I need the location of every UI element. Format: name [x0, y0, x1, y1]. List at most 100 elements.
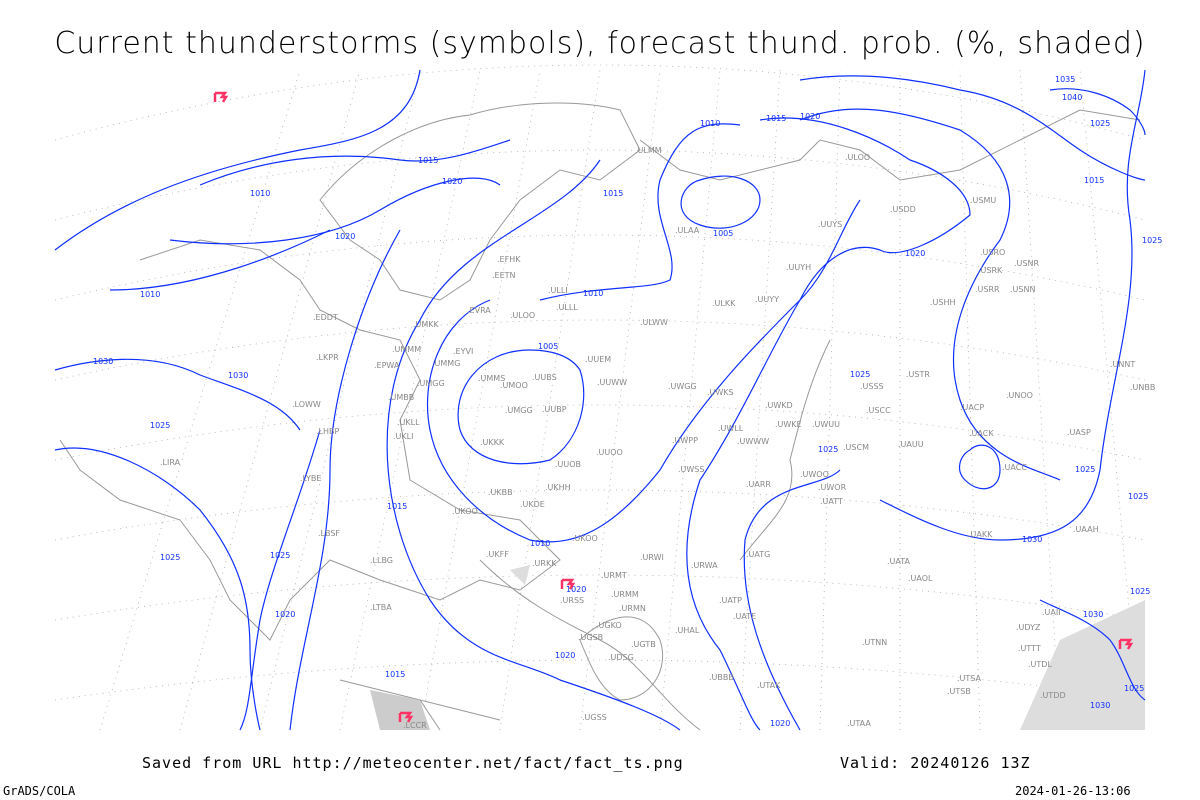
station-label: .URMM	[611, 590, 639, 599]
station-label: .USNR	[1014, 259, 1039, 268]
isobar-label: 1010	[700, 119, 720, 128]
station-label: .UAAH	[1073, 525, 1099, 534]
station-label: .UDSG	[608, 653, 634, 662]
isobar-label: 1010	[530, 539, 550, 548]
station-label: .LCCR	[403, 721, 427, 730]
station-label: .EFHK	[497, 255, 521, 264]
station-label: .UMKK	[413, 320, 440, 329]
station-label: .UUOB	[555, 460, 581, 469]
station-label: .LLBG	[370, 556, 393, 565]
station-label: .URSS	[560, 596, 584, 605]
isobar-label: 1010	[583, 289, 603, 298]
isobar-label: 1025	[160, 553, 180, 562]
isobar-label: 1030	[1083, 610, 1103, 619]
station-label: .UKBB	[488, 488, 513, 497]
isobar-label: 1030	[1022, 535, 1042, 544]
station-label: .URWI	[640, 553, 664, 562]
station-label: .USTR	[906, 370, 930, 379]
station-label: .UKHH	[545, 483, 571, 492]
station-label: .UGSB	[578, 633, 603, 642]
station-label: .UAKK	[968, 530, 993, 539]
station-label: .UKOO	[572, 534, 598, 543]
isobar-label: 1020	[566, 585, 586, 594]
isobar-label: 1015	[418, 156, 438, 165]
station-label: .USSS	[860, 382, 884, 391]
station-label: .LTBA	[370, 603, 392, 612]
station-label: .UNNT	[1110, 360, 1135, 369]
station-label: .UKDE	[520, 500, 545, 509]
station-label: .UATP	[719, 596, 742, 605]
station-label: .UKLI	[393, 432, 413, 441]
isobar-label: 1015	[385, 670, 405, 679]
thunderstorm-symbol-icon	[1118, 638, 1134, 650]
station-label: .UWLL	[718, 424, 744, 433]
isobar-label: 1020	[335, 232, 355, 241]
thunderstorm-symbol-icon	[560, 578, 576, 590]
thunderstorm-symbol-icon	[213, 91, 229, 103]
software-credit: GrADS/COLA	[3, 784, 76, 798]
station-label: .UAUU	[898, 440, 924, 449]
station-label: .UTDL	[1028, 660, 1052, 669]
isobar-label: 1025	[150, 421, 170, 430]
isobar-label: 1010	[250, 189, 270, 198]
station-label: .EVRA	[467, 306, 491, 315]
isobar-label: 1025	[1142, 236, 1162, 245]
station-label: .UAII	[1042, 608, 1061, 617]
isobar-label: 1005	[713, 229, 733, 238]
station-label: .UGKO	[596, 621, 622, 630]
station-label: .UATT	[820, 497, 843, 506]
station-label: .UAOL	[908, 574, 933, 583]
station-label: .UTTT	[1018, 644, 1041, 653]
station-label: .UARR	[746, 480, 771, 489]
station-label: .ULKK	[712, 299, 736, 308]
isobar-label: 1030	[1090, 701, 1110, 710]
map-frame	[55, 70, 1145, 730]
station-label: .URKK	[532, 559, 557, 568]
thunderstorm-symbol-icon	[398, 711, 414, 723]
station-label: .USRO	[980, 248, 1005, 257]
station-label: .UATE	[733, 612, 756, 621]
saved-from-url: Saved from URL http://meteocenter.net/fa…	[142, 754, 684, 772]
station-label: .USMU	[970, 196, 996, 205]
station-label: .UHAL	[675, 626, 700, 635]
station-label: .UUOO	[596, 448, 623, 457]
coastlines	[59, 102, 1141, 731]
station-label: .UWSS	[678, 465, 704, 474]
station-label: .UNBB	[1130, 383, 1155, 392]
station-label: .EETN	[492, 271, 516, 280]
isobar-label: 1025	[1090, 119, 1110, 128]
station-label: .ULWW	[640, 318, 668, 327]
isobar-labels: 1010 1015 1020 1010 1020 1030 1030 1025 1025 1025…	[93, 75, 1162, 728]
station-label: .UUBS	[532, 373, 557, 382]
station-label: .URMT	[601, 571, 627, 580]
station-label: .UUYS	[818, 220, 842, 229]
station-label: .USRK	[978, 266, 1003, 275]
station-label: .UACP	[960, 403, 984, 412]
station-label: .UKOO	[452, 507, 478, 516]
isobar-label: 1005	[538, 342, 558, 351]
station-label: .USCC	[866, 406, 891, 415]
station-label: .UASP	[1067, 428, 1091, 437]
station-label: .UMBB	[388, 393, 414, 402]
station-label: .LYBE	[300, 474, 321, 483]
station-label: .USDD	[890, 205, 916, 214]
isobar-label: 1015	[603, 189, 623, 198]
station-label: .UTNN	[862, 638, 887, 647]
station-label: .ULMM	[635, 146, 662, 155]
station-label: .UUYY	[755, 295, 779, 304]
station-label: .UUYH	[786, 263, 811, 272]
station-label: .UTAK	[757, 681, 781, 690]
isobar-label: 1010	[140, 290, 160, 299]
station-label: .URWA	[691, 561, 718, 570]
isobar-label: 1030	[93, 357, 113, 366]
station-label: .ULAA	[675, 226, 700, 235]
isobar-label: 1030	[228, 371, 248, 380]
station-label: .UWGG	[668, 382, 697, 391]
isobar-label: 1020	[800, 112, 820, 121]
station-label: .USNN	[1010, 285, 1035, 294]
station-label: .UACK	[969, 429, 994, 438]
station-label: .UMMS	[478, 374, 505, 383]
shaded-probability	[370, 565, 1145, 730]
station-label: .UATA	[887, 557, 911, 566]
isobar-label: 1025	[270, 551, 290, 560]
